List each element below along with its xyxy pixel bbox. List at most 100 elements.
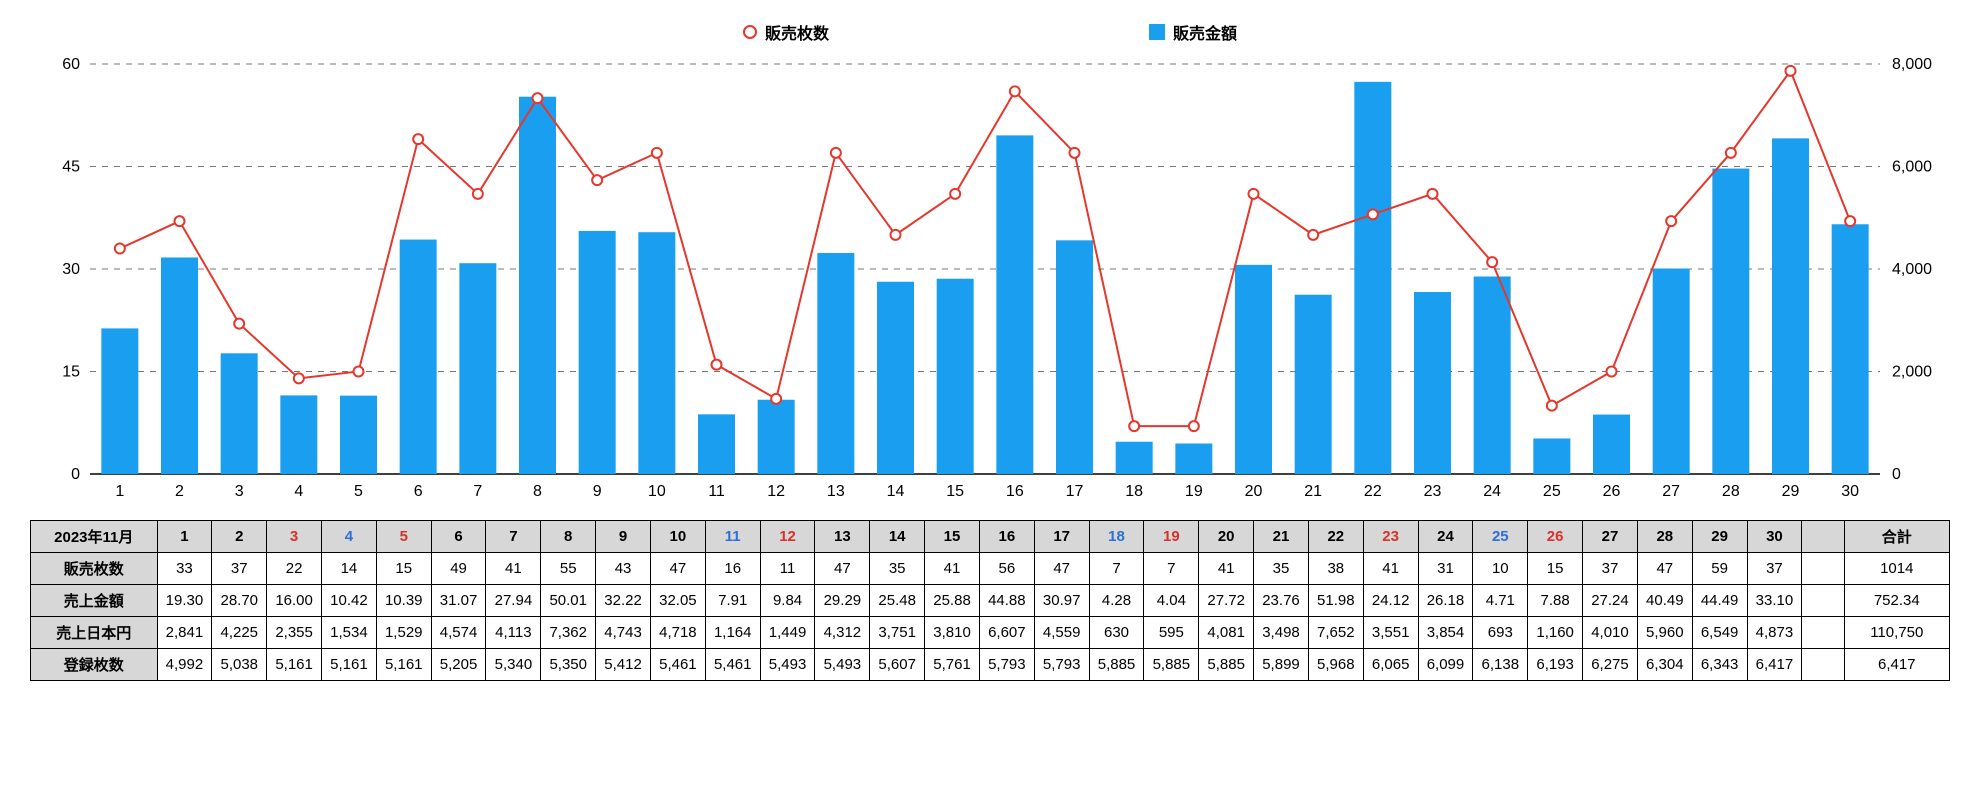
svg-text:60: 60 [62, 56, 80, 73]
table-header-cell: 2023年11月 [31, 521, 158, 553]
table-cell: 38 [1308, 553, 1363, 585]
table-cell: 41 [1363, 553, 1418, 585]
table-cell: 44.49 [1692, 585, 1747, 617]
line-marker [1368, 209, 1378, 219]
table-cell: 5,607 [870, 649, 925, 681]
line-marker [1487, 257, 1497, 267]
table-cell: 3,854 [1418, 617, 1473, 649]
svg-text:12: 12 [767, 483, 785, 500]
table-cell: 4.71 [1473, 585, 1528, 617]
row-label: 販売枚数 [31, 553, 158, 585]
table-cell: 11 [760, 553, 815, 585]
table-cell: 15 [1528, 553, 1583, 585]
svg-text:8: 8 [533, 483, 542, 500]
table-cell: 9.84 [760, 585, 815, 617]
line-marker [294, 373, 304, 383]
table-cell: 4,113 [486, 617, 541, 649]
svg-text:18: 18 [1125, 483, 1143, 500]
svg-text:28: 28 [1722, 483, 1740, 500]
table-cell: 26.18 [1418, 585, 1473, 617]
table-cell: 44.88 [979, 585, 1034, 617]
table-cell: 32.22 [596, 585, 651, 617]
line-marker [533, 93, 543, 103]
table-cell: 1,164 [705, 617, 760, 649]
table-cell: 41 [486, 553, 541, 585]
table-cell: 6,099 [1418, 649, 1473, 681]
line-marker [1786, 66, 1796, 76]
row-label: 登録枚数 [31, 649, 158, 681]
table-cell: 1,529 [376, 617, 431, 649]
svg-text:8,000: 8,000 [1892, 56, 1932, 73]
table-cell: 5,161 [376, 649, 431, 681]
table-cell: 752.34 [1844, 585, 1949, 617]
table-cell: 5,761 [925, 649, 980, 681]
svg-text:20: 20 [1245, 483, 1263, 500]
bar [1772, 138, 1809, 474]
table-header-cell: 13 [815, 521, 870, 553]
line-series [120, 71, 1850, 426]
table-cell: 32.05 [650, 585, 705, 617]
table-cell: 4,992 [157, 649, 212, 681]
svg-text:2: 2 [175, 483, 184, 500]
table-cell: 22 [267, 553, 322, 585]
table-cell: 1,449 [760, 617, 815, 649]
bar [877, 282, 914, 474]
line-marker [354, 367, 364, 377]
bar [1295, 295, 1332, 474]
line-marker [413, 134, 423, 144]
table-cell: 3,498 [1254, 617, 1309, 649]
table-cell: 49 [431, 553, 486, 585]
chart-legend: 販売枚数 販売金額 [20, 20, 1960, 44]
table-cell: 37 [212, 553, 267, 585]
table-header-cell: 27 [1583, 521, 1638, 553]
svg-text:14: 14 [887, 483, 905, 500]
svg-text:5: 5 [354, 483, 363, 500]
legend-bar-item: 販売金額 [1149, 20, 1237, 44]
svg-text:15: 15 [946, 483, 964, 500]
table-cell: 2,841 [157, 617, 212, 649]
line-marker [1607, 367, 1617, 377]
table-header-cell: 18 [1089, 521, 1144, 553]
svg-text:17: 17 [1066, 483, 1084, 500]
line-marker [1070, 148, 1080, 158]
line-marker [473, 189, 483, 199]
table-cell: 7.88 [1528, 585, 1583, 617]
line-marker [1189, 421, 1199, 431]
line-marker [1308, 230, 1318, 240]
table-header-cell: 10 [650, 521, 705, 553]
table-cell: 27.94 [486, 585, 541, 617]
line-marker [592, 175, 602, 185]
svg-text:25: 25 [1543, 483, 1561, 500]
svg-text:6,000: 6,000 [1892, 159, 1932, 176]
table-cell: 33.10 [1747, 585, 1802, 617]
table-cell: 595 [1144, 617, 1199, 649]
table-cell: 7.91 [705, 585, 760, 617]
table-cell: 6,549 [1692, 617, 1747, 649]
line-marker [1666, 216, 1676, 226]
svg-text:45: 45 [62, 159, 80, 176]
table-cell: 55 [541, 553, 596, 585]
svg-text:4,000: 4,000 [1892, 261, 1932, 278]
bar [698, 414, 735, 474]
svg-text:13: 13 [827, 483, 845, 500]
table-cell: 4,312 [815, 617, 870, 649]
bar [758, 400, 795, 474]
table-header-cell: 17 [1034, 521, 1089, 553]
table-cell: 5,412 [596, 649, 651, 681]
table-row: 売上日本円2,8414,2252,3551,5341,5294,5744,113… [31, 617, 1950, 649]
table-cell: 19.30 [157, 585, 212, 617]
table-header-cell: 4 [322, 521, 377, 553]
table-cell: 41 [925, 553, 980, 585]
table-cell: 1014 [1844, 553, 1949, 585]
table-cell: 4,010 [1583, 617, 1638, 649]
table-cell: 2,355 [267, 617, 322, 649]
table-cell: 35 [870, 553, 925, 585]
table-header-cell: 20 [1199, 521, 1254, 553]
svg-text:23: 23 [1424, 483, 1442, 500]
bar [996, 135, 1033, 474]
table-cell: 50.01 [541, 585, 596, 617]
table-cell: 47 [1034, 553, 1089, 585]
table-cell: 15 [376, 553, 431, 585]
line-marker [1129, 421, 1139, 431]
table-cell: 47 [650, 553, 705, 585]
